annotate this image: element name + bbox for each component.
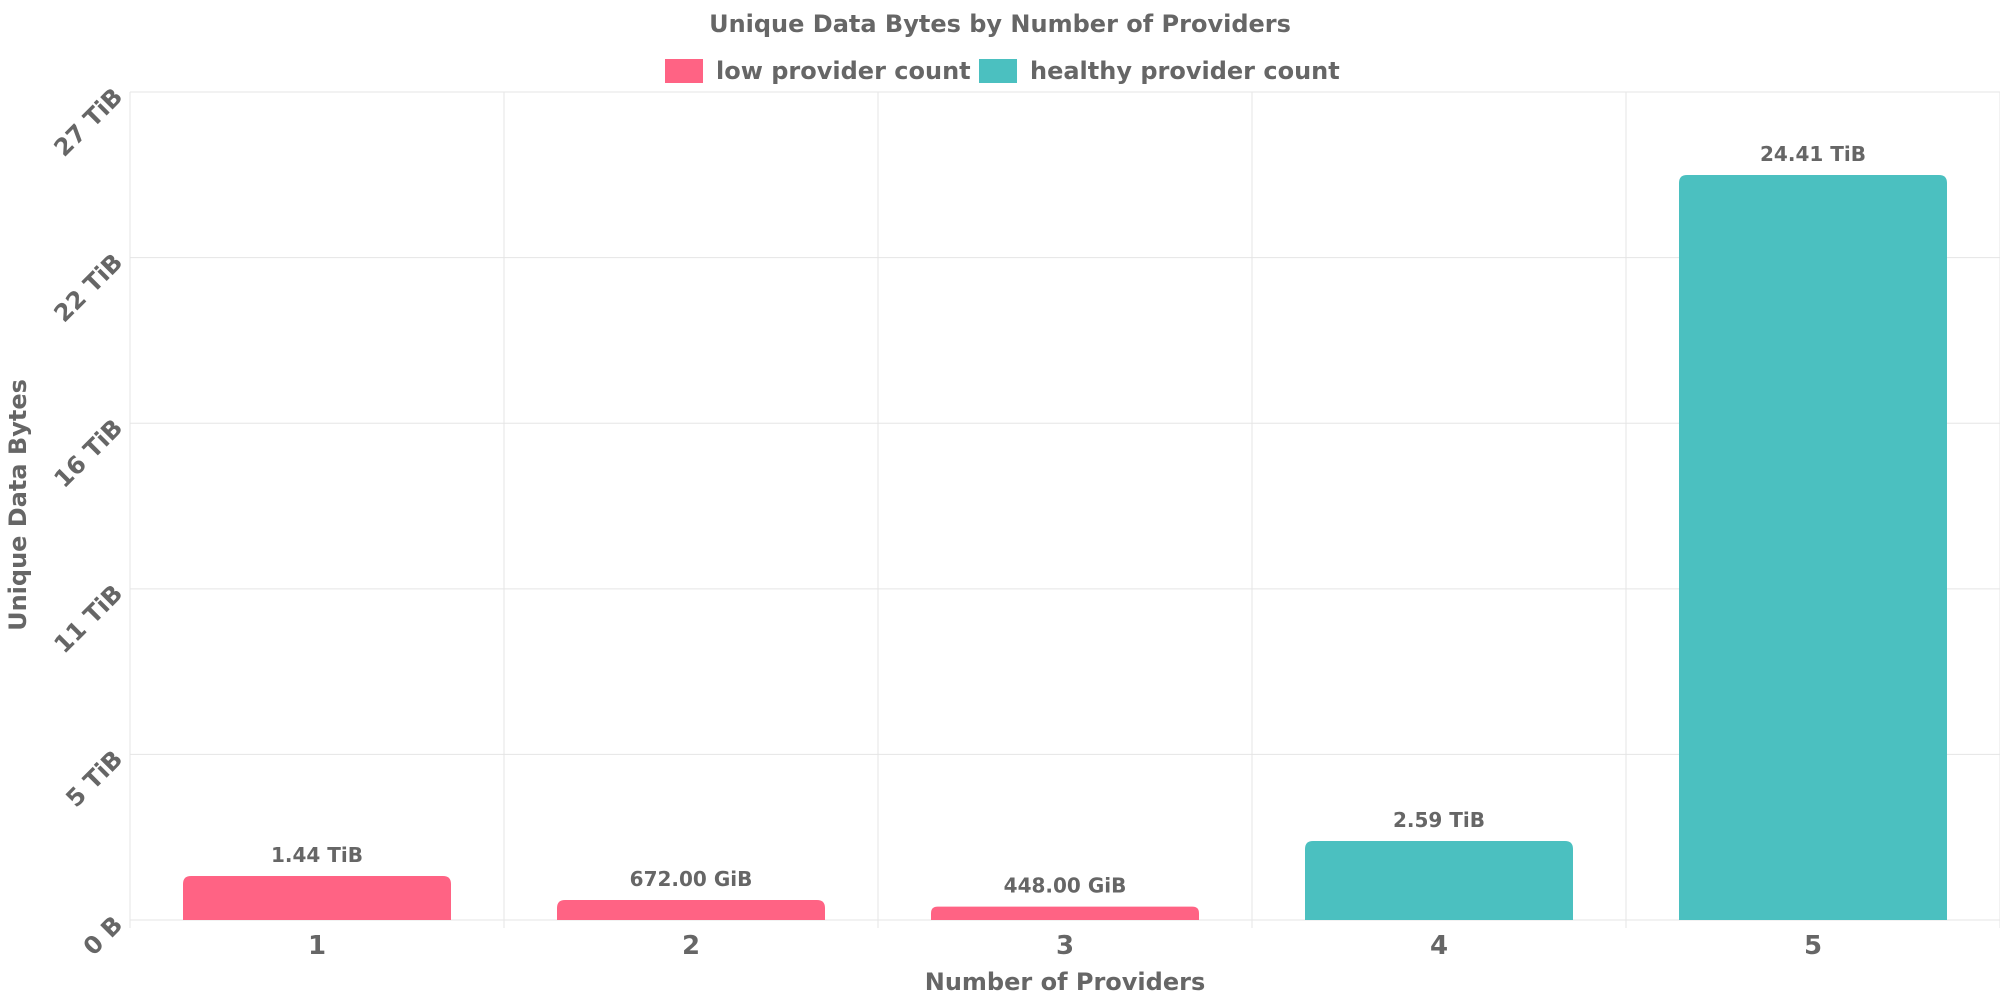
data-labels: 1.44 TiB 672.00 GiB 448.00 GiB 2.59 TiB 24.4… <box>271 142 1866 898</box>
y-tick-label: 5 TiB <box>60 745 128 813</box>
y-tick-label: 16 TiB <box>49 414 129 494</box>
y-tick-label: 0 B <box>78 910 128 960</box>
bar-1 <box>183 876 451 920</box>
x-tick-label: 4 <box>1430 931 1448 961</box>
x-tick-label: 5 <box>1804 931 1822 961</box>
legend-swatch-low <box>665 59 703 83</box>
y-tick-label: 22 TiB <box>49 248 129 328</box>
data-label-2: 672.00 GiB <box>630 867 753 891</box>
y-axis-ticks: 0 B 5 TiB 11 TiB 16 TiB 22 TiB 27 TiB <box>49 83 129 961</box>
x-axis-label: Number of Providers <box>925 968 1205 996</box>
x-tick-label: 1 <box>308 931 326 961</box>
data-label-1: 1.44 TiB <box>271 843 363 867</box>
x-tick-label: 2 <box>682 931 700 961</box>
bar-2 <box>557 899 825 920</box>
x-tick-label: 3 <box>1056 931 1074 961</box>
bar-5 <box>1679 175 1947 920</box>
bars <box>183 175 1947 920</box>
chart-title: Unique Data Bytes by Number of Providers <box>709 10 1291 38</box>
data-label-5: 24.41 TiB <box>1760 142 1866 166</box>
y-tick-label: 27 TiB <box>49 83 129 163</box>
legend: low provider count healthy provider coun… <box>665 57 1340 85</box>
legend-swatch-healthy <box>979 59 1017 83</box>
gridlines <box>129 91 2000 928</box>
data-label-3: 448.00 GiB <box>1004 874 1127 898</box>
x-axis-ticks: 1 2 3 4 5 <box>308 931 1822 961</box>
data-label-4: 2.59 TiB <box>1393 808 1485 832</box>
y-axis-label: Unique Data Bytes <box>4 379 32 631</box>
legend-label-low: low provider count <box>716 57 971 85</box>
legend-label-healthy: healthy provider count <box>1030 57 1340 85</box>
bar-3 <box>931 906 1199 920</box>
y-tick-label: 11 TiB <box>49 579 129 659</box>
bar-4 <box>1305 840 1573 920</box>
